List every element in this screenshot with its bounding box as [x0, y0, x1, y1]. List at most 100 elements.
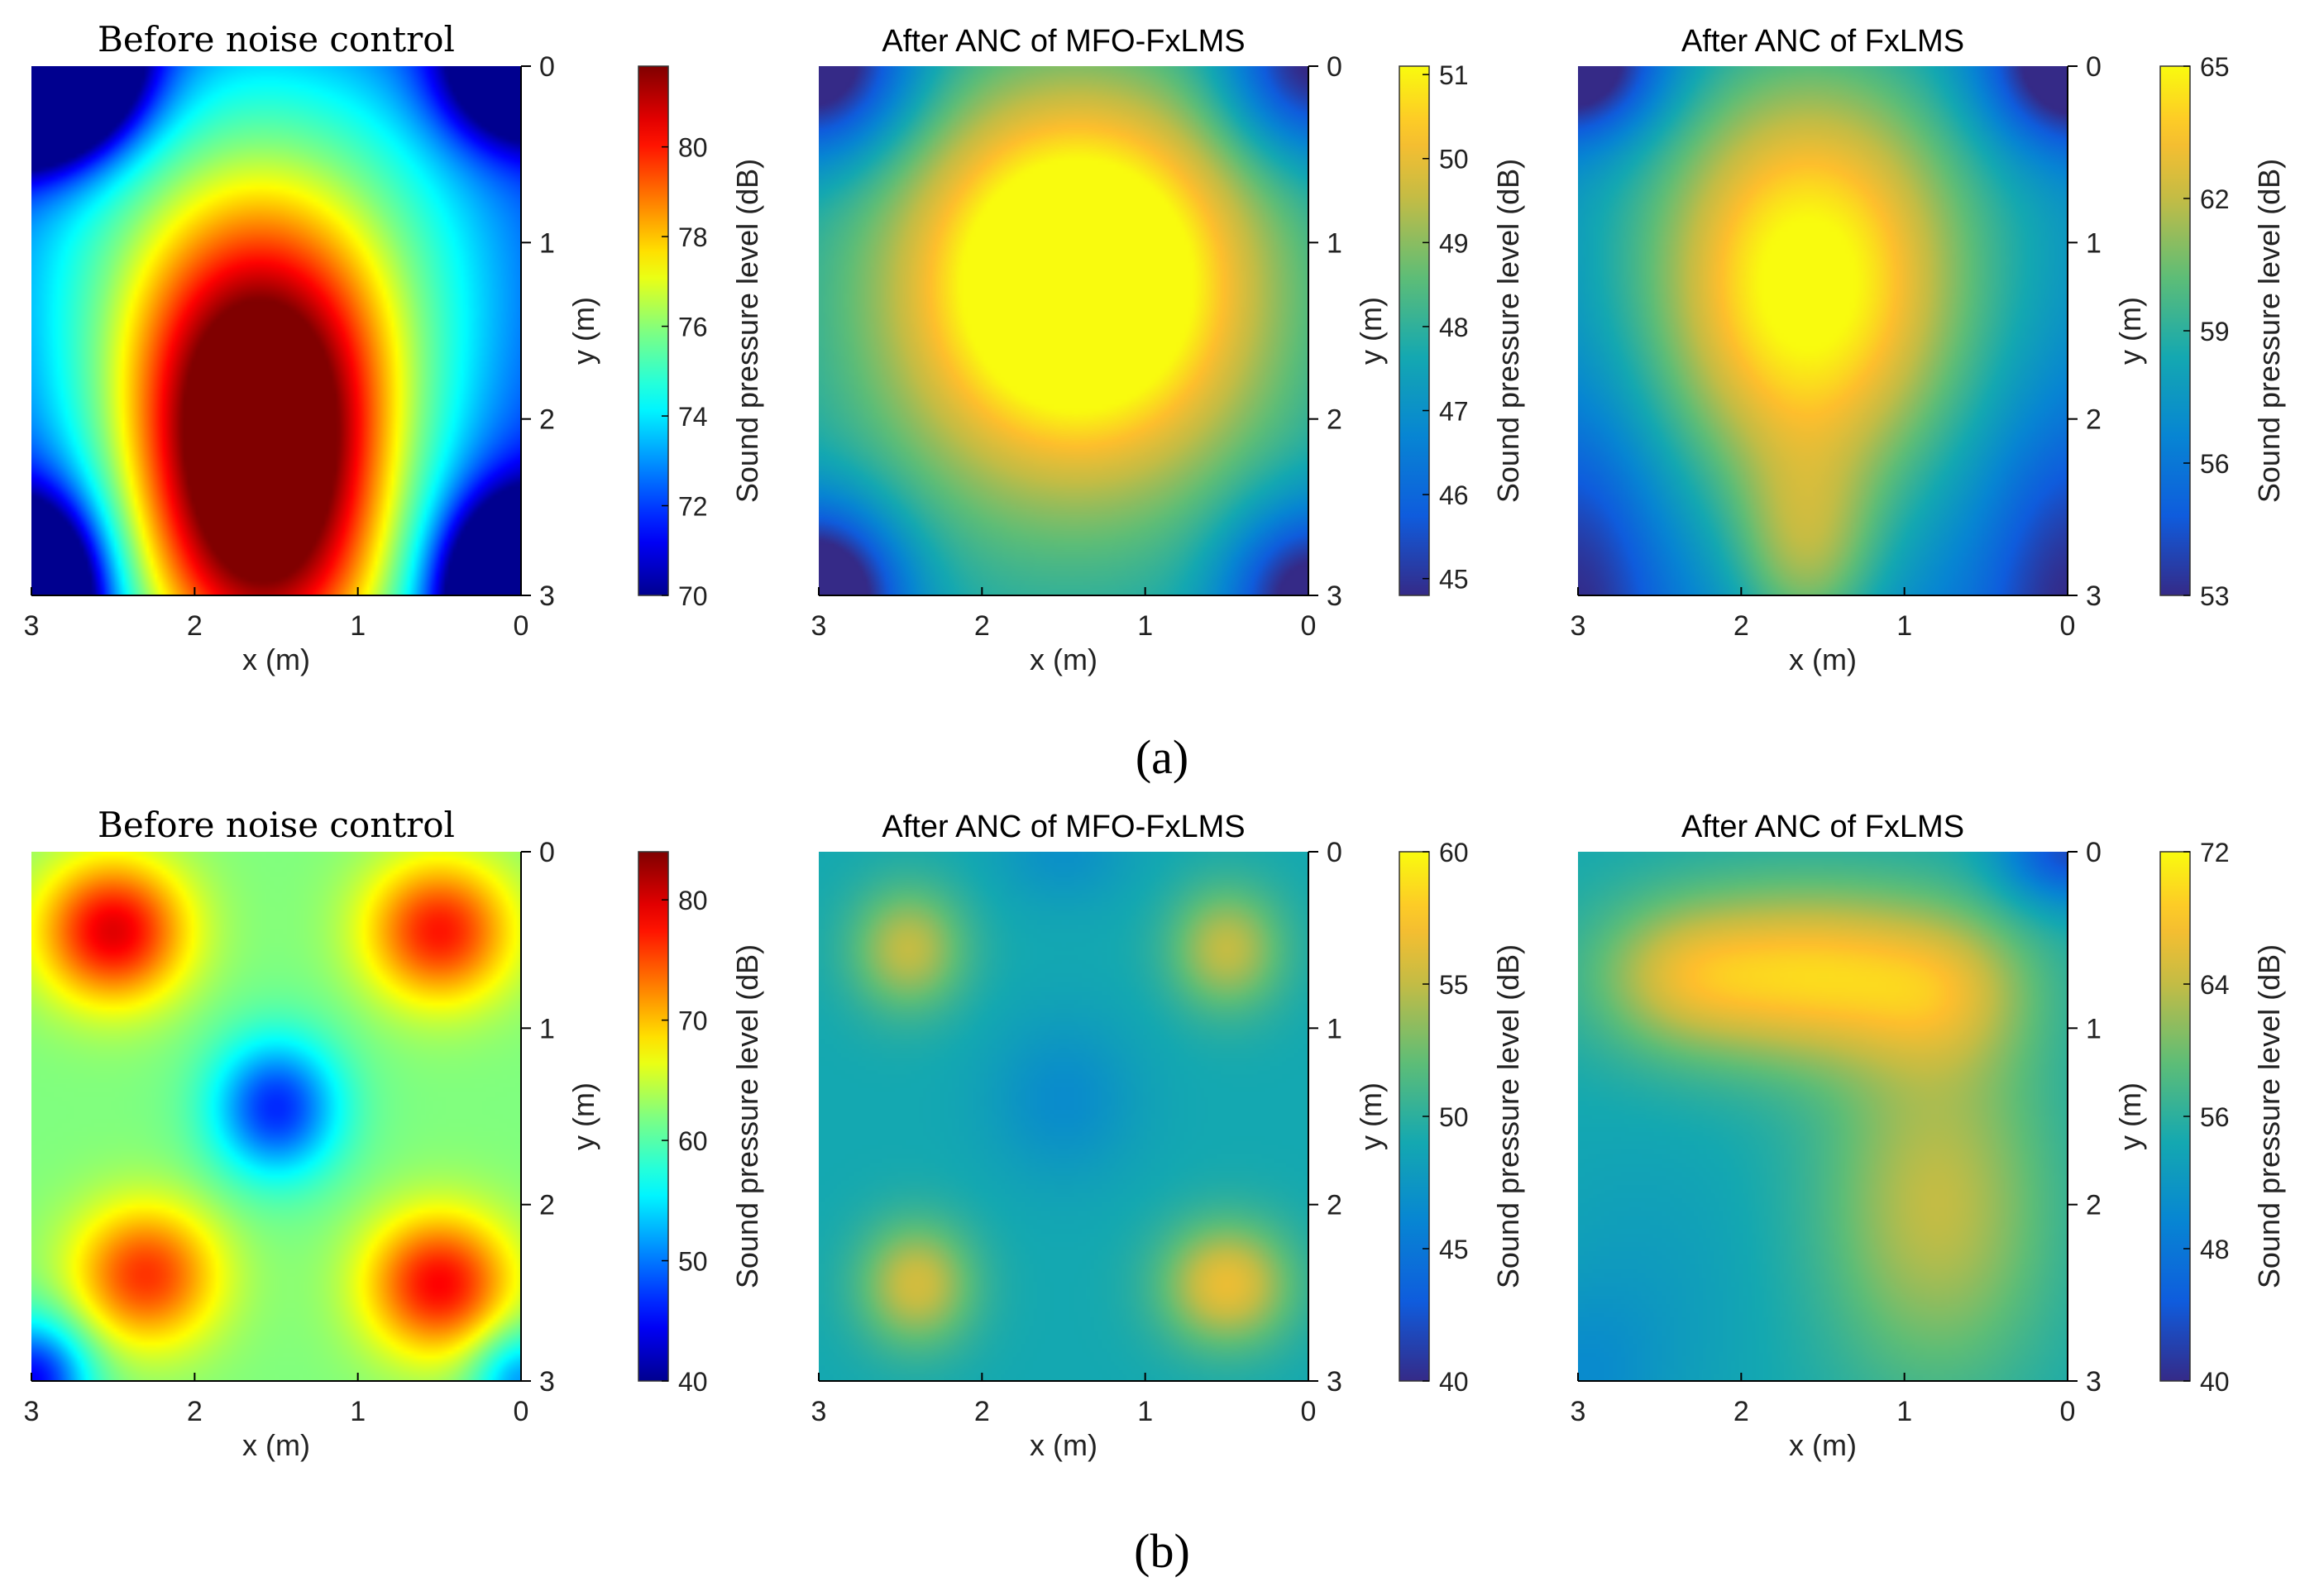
- colorbar-tick-label: 60: [1439, 838, 1469, 867]
- y-tick-label: 1: [1327, 1013, 1342, 1044]
- panel-title: Before noise control: [98, 19, 455, 60]
- colorbar-tick-label: 40: [2200, 1367, 2230, 1397]
- colorbar-tick-label: 80: [678, 133, 708, 163]
- x-tick-label: 1: [1137, 1396, 1153, 1427]
- y-tick-label: 0: [1327, 837, 1342, 868]
- colorbar-tick-label: 59: [2200, 317, 2230, 346]
- y-tick-label: 3: [539, 1366, 555, 1398]
- x-axis-label: x (m): [1789, 1428, 1857, 1462]
- heatmap-panel-b-3: After ANC of FxLMS 3 2 1 0 x (m) 0 1 2 3 y (m) 40 48…: [1571, 810, 2286, 1462]
- caption-a: (a): [1136, 730, 1188, 784]
- y-tick-label: 2: [1327, 404, 1342, 436]
- colorbar-tick-label: 45: [1439, 565, 1469, 595]
- x-tick-label: 3: [811, 1396, 827, 1427]
- heatmap-field: [1578, 66, 2068, 595]
- y-tick-label: 2: [539, 1190, 555, 1221]
- x-tick-label: 1: [1896, 1396, 1912, 1427]
- colorbar-label: Sound pressure level (dB): [2252, 159, 2286, 503]
- colorbar-tick-label: 48: [1439, 313, 1469, 342]
- colorbar-tick-label: 47: [1439, 397, 1469, 427]
- panel-title: Before noise control: [98, 805, 455, 845]
- y-tick-label: 3: [2086, 581, 2102, 612]
- colorbar-tick-label: 55: [1439, 970, 1469, 1000]
- x-axis-label: x (m): [1030, 1428, 1097, 1462]
- heatmap-panel-a-1: Before noise control 3 2 1 0 x (m) 0 1 2 3 y (m) 70…: [24, 19, 764, 676]
- heatmap-panel-b-1: Before noise control 3 2 1 0 x (m) 0 1 2 3 y (m) 40…: [24, 805, 764, 1462]
- colorbar-tick-label: 50: [1439, 145, 1469, 174]
- y-axis-label: y (m): [2113, 297, 2147, 365]
- y-tick-label: 3: [1327, 581, 1342, 612]
- x-tick-label: 3: [24, 1396, 40, 1427]
- colorbar-label: Sound pressure level (dB): [1491, 159, 1525, 503]
- y-axis-label: y (m): [567, 1082, 600, 1150]
- heatmap-field: [31, 852, 521, 1381]
- colorbar: [1399, 851, 1430, 1382]
- colorbar-tick-label: 70: [678, 581, 708, 611]
- heatmap-field: [31, 66, 521, 595]
- y-tick-label: 2: [1327, 1190, 1342, 1221]
- colorbar-tick-label: 51: [1439, 60, 1469, 90]
- y-tick-label: 0: [2086, 837, 2102, 868]
- x-tick-label: 2: [187, 610, 203, 642]
- colorbar-tick-label: 50: [1439, 1102, 1469, 1132]
- y-tick-label: 3: [1327, 1366, 1342, 1398]
- colorbar-tick-label: 80: [678, 886, 708, 915]
- x-tick-label: 0: [1301, 610, 1317, 642]
- heatmap-panel-a-2: After ANC of MFO-FxLMS 3 2 1 0 x (m) 0 1 2 3 y (m)…: [811, 24, 1525, 676]
- colorbar: [638, 851, 669, 1382]
- colorbar-tick-label: 64: [2200, 970, 2230, 1000]
- y-axis-label: y (m): [567, 297, 600, 365]
- x-tick-label: 2: [1733, 610, 1749, 642]
- colorbar-label: Sound pressure level (dB): [730, 159, 764, 503]
- x-tick-label: 1: [1896, 610, 1912, 642]
- y-axis-label: y (m): [1354, 297, 1388, 365]
- colorbar-tick-label: 56: [2200, 449, 2230, 479]
- colorbar: [1399, 65, 1430, 596]
- x-tick-label: 2: [187, 1396, 203, 1427]
- colorbar-tick-label: 72: [2200, 838, 2230, 867]
- x-tick-label: 0: [2060, 610, 2076, 642]
- colorbar-tick-label: 60: [678, 1126, 708, 1156]
- colorbar-tick-label: 62: [2200, 184, 2230, 214]
- x-tick-label: 0: [2060, 1396, 2076, 1427]
- y-tick-label: 0: [1327, 51, 1342, 83]
- panels-layer: Before noise control 3 2 1 0 x (m) 0 1 2 3 y (m) 70…: [24, 19, 2286, 1462]
- x-tick-label: 3: [1571, 610, 1586, 642]
- heatmap-panel-b-2: After ANC of MFO-FxLMS 3 2 1 0 x (m) 0 1 2 3 y (m)…: [811, 810, 1525, 1462]
- x-tick-label: 1: [350, 1396, 366, 1427]
- colorbar-tick-label: 40: [678, 1367, 708, 1397]
- x-tick-label: 2: [1733, 1396, 1749, 1427]
- colorbar-label: Sound pressure level (dB): [1491, 944, 1525, 1288]
- colorbar-tick-label: 40: [1439, 1367, 1469, 1397]
- y-tick-label: 2: [2086, 1190, 2102, 1221]
- y-tick-label: 0: [2086, 51, 2102, 83]
- colorbar-tick-label: 53: [2200, 581, 2230, 611]
- y-tick-label: 2: [539, 404, 555, 436]
- y-tick-label: 1: [2086, 1013, 2102, 1044]
- x-tick-label: 2: [974, 610, 990, 642]
- colorbar-tick-label: 49: [1439, 228, 1469, 258]
- x-tick-label: 0: [1301, 1396, 1317, 1427]
- colorbar-tick-label: 46: [1439, 480, 1469, 510]
- x-tick-label: 1: [1137, 610, 1153, 642]
- colorbar-tick-label: 74: [678, 402, 708, 432]
- x-axis-label: x (m): [1789, 643, 1857, 676]
- heatmap-field: [819, 852, 1308, 1381]
- x-axis-label: x (m): [242, 1428, 310, 1462]
- panel-title: After ANC of FxLMS: [1681, 810, 1964, 844]
- colorbar-tick-label: 78: [678, 222, 708, 252]
- x-tick-label: 2: [974, 1396, 990, 1427]
- y-axis-label: y (m): [2113, 1082, 2147, 1150]
- y-axis-label: y (m): [1354, 1082, 1388, 1150]
- colorbar: [638, 65, 669, 596]
- x-tick-label: 3: [24, 610, 40, 642]
- heatmap-panel-a-3: After ANC of FxLMS 3 2 1 0 x (m) 0 1 2 3 y (m) 53 56…: [1571, 24, 2286, 676]
- y-tick-label: 3: [2086, 1366, 2102, 1398]
- colorbar-tick-label: 65: [2200, 52, 2230, 82]
- colorbar-label: Sound pressure level (dB): [2252, 944, 2286, 1288]
- colorbar-tick-label: 50: [678, 1247, 708, 1277]
- caption-b: (b): [1134, 1524, 1190, 1578]
- colorbar-tick-label: 48: [2200, 1235, 2230, 1264]
- x-axis-label: x (m): [1030, 643, 1097, 676]
